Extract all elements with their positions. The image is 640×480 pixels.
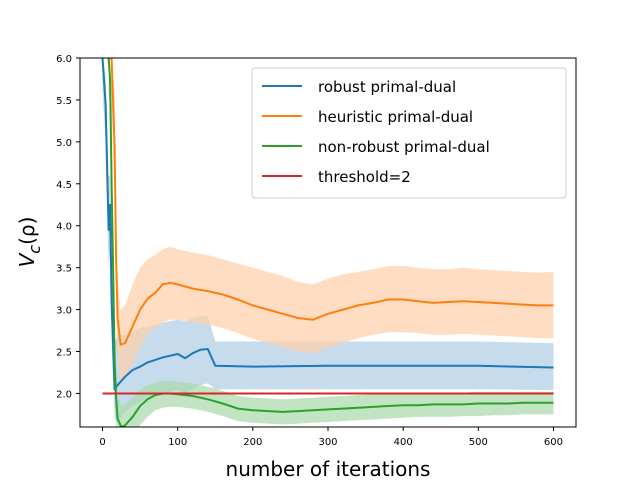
series-line-heuristic-primal-dual	[110, 58, 554, 346]
legend-label-threshold: threshold=2	[318, 168, 411, 186]
y-axis-title-main: V	[15, 252, 39, 267]
legend-label-heuristic: heuristic primal-dual	[318, 108, 473, 126]
band-non-robust-primal-dual	[108, 58, 554, 427]
legend-frame	[251, 67, 567, 199]
x-tick-label: 400	[394, 437, 413, 448]
legend: robust primal-dual heuristic primal-dual…	[251, 67, 567, 199]
y-axis-ticks: 2.0 2.5 3.0 3.5 4.0 4.5 5.0 5.5 6.0	[56, 54, 80, 400]
y-axis-title-arg: (ρ)	[15, 217, 39, 245]
series-line-non-robust-primal-dual	[107, 58, 554, 427]
legend-label-non-robust: non-robust primal-dual	[318, 138, 490, 156]
y-tick-label: 5.0	[56, 138, 72, 149]
x-tick-label: 100	[168, 437, 187, 448]
band-heuristic-primal-dual	[111, 58, 554, 381]
x-tick-label: 0	[99, 437, 105, 448]
x-axis-title: number of iterations	[226, 457, 431, 480]
y-tick-label: 5.5	[56, 96, 72, 107]
y-tick-label: 4.0	[56, 222, 72, 233]
series-lines	[101, 58, 554, 427]
y-tick-label: 4.5	[56, 180, 72, 191]
y-tick-label: 6.0	[56, 54, 72, 65]
y-tick-label: 3.0	[56, 306, 72, 317]
x-tick-label: 600	[544, 437, 563, 448]
y-tick-label: 3.5	[56, 264, 72, 275]
y-axis-title-sub: c	[25, 245, 44, 254]
x-tick-label: 300	[318, 437, 337, 448]
y-tick-label: 2.0	[56, 389, 72, 400]
confidence-bands	[102, 58, 554, 427]
y-tick-label: 2.5	[56, 348, 72, 359]
x-tick-label: 200	[243, 437, 262, 448]
legend-label-robust: robust primal-dual	[318, 78, 456, 96]
x-tick-label: 500	[469, 437, 488, 448]
x-axis-ticks: 0 100 200 300 400 500 600	[99, 427, 563, 448]
series-line-robust-primal-dual	[101, 58, 554, 391]
y-axis-title: Vc(ρ)	[15, 217, 44, 268]
